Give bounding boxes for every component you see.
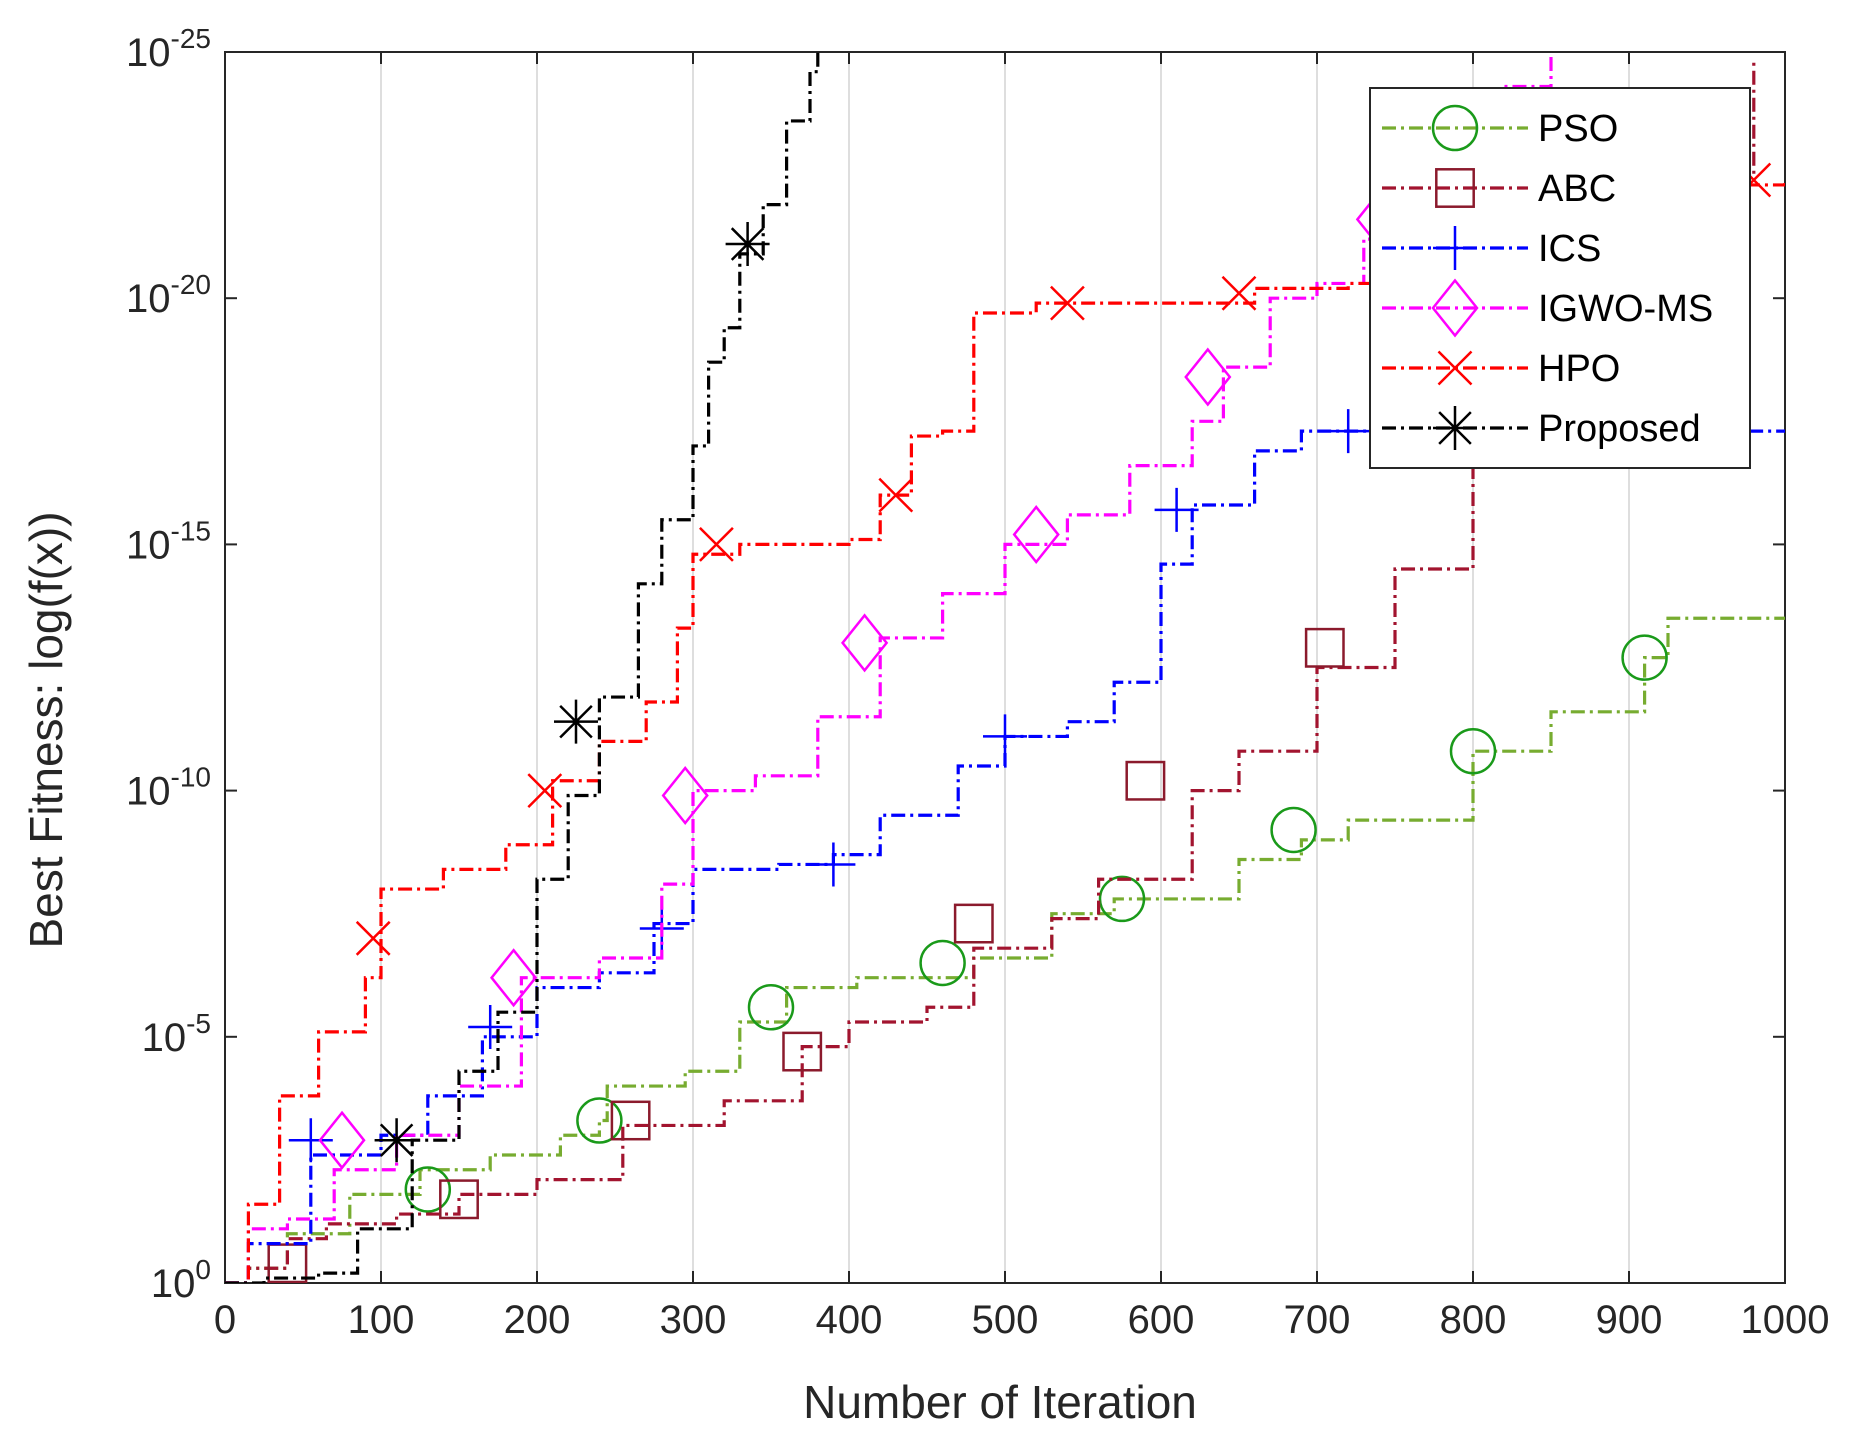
legend-box xyxy=(1369,87,1751,469)
legend-marker-pso xyxy=(1431,104,1479,152)
marker-abc xyxy=(1125,760,1166,801)
series-proposed xyxy=(225,52,820,1283)
marker-igwo-ms xyxy=(489,948,538,1008)
legend-entry-proposed: Proposed xyxy=(1382,406,1701,450)
marker-pso xyxy=(404,1166,452,1213)
marker-ics xyxy=(983,714,1027,759)
x-tick-label: 300 xyxy=(660,1298,727,1342)
legend-label-igwo-ms: IGWO-MS xyxy=(1538,288,1713,330)
legend-marker-proposed xyxy=(1433,406,1477,450)
marker-igwo-ms xyxy=(1012,505,1060,565)
marker-hpo xyxy=(1221,275,1257,311)
legend-label-ics: ICS xyxy=(1538,228,1601,270)
axes: 0 100 200 300 400 500 600 700 800 900 100010010-51… xyxy=(126,23,1829,1342)
x-tick-label: 900 xyxy=(1596,1298,1663,1342)
x-tick-label: 700 xyxy=(1284,1298,1351,1342)
legend-entry-abc: ABC xyxy=(1382,168,1616,210)
series-pso xyxy=(225,616,1785,1283)
marker-abc xyxy=(782,1031,823,1072)
marker-abc xyxy=(1304,627,1345,668)
marker-pso xyxy=(747,984,795,1031)
y-tick-label: 10-25 xyxy=(126,23,211,75)
marker-igwo-ms xyxy=(840,613,889,673)
marker-hpo xyxy=(878,477,914,513)
y-tick-label: 10-20 xyxy=(126,269,211,321)
x-tick-label: 600 xyxy=(1128,1298,1195,1342)
y-tick-label: 10-10 xyxy=(126,762,211,814)
marker-ics xyxy=(811,842,856,887)
marker-igwo-ms xyxy=(1184,347,1232,407)
series-line-pso xyxy=(225,616,1785,1283)
y-tick-label: 10-15 xyxy=(126,515,211,567)
x-tick-label: 0 xyxy=(214,1298,236,1342)
marker-igwo-ms xyxy=(318,1110,366,1170)
y-tick-label: 100 xyxy=(151,1254,211,1306)
legend-label-hpo: HPO xyxy=(1538,348,1620,390)
x-tick-label: 500 xyxy=(972,1298,1039,1342)
legend-label-abc: ABC xyxy=(1538,168,1616,210)
x-tick-label: 200 xyxy=(504,1298,571,1342)
marker-abc xyxy=(610,1100,651,1141)
y-axis-title: Best Fitness: log(f(x)) xyxy=(20,511,72,948)
series-line-proposed xyxy=(225,52,820,1283)
x-tick-label: 100 xyxy=(348,1298,415,1342)
marker-proposed xyxy=(725,222,770,267)
marker-proposed xyxy=(374,1118,419,1163)
marker-ics xyxy=(468,1004,513,1049)
marker-pso xyxy=(1270,806,1317,854)
marker-pso xyxy=(1449,727,1497,775)
legend-entry-igwo-ms: IGWO-MS xyxy=(1382,278,1713,338)
marker-pso xyxy=(1621,634,1668,681)
marker-hpo xyxy=(699,527,734,562)
y-tick-label: 10-5 xyxy=(142,1008,211,1060)
marker-abc xyxy=(439,1179,479,1220)
series-line-igwo-ms xyxy=(225,52,1553,1283)
marker-abc xyxy=(953,903,994,944)
series-line-hpo xyxy=(225,180,1785,1283)
marker-hpo xyxy=(527,773,563,808)
legend-label-proposed: Proposed xyxy=(1538,408,1701,450)
legend-entry-ics: ICS xyxy=(1382,226,1601,270)
marker-proposed xyxy=(554,699,598,744)
marker-ics xyxy=(1154,487,1199,532)
marker-ics xyxy=(288,1118,333,1163)
marker-igwo-ms xyxy=(661,766,709,826)
legend-entry-pso: PSO xyxy=(1382,104,1618,152)
legend-marker-hpo xyxy=(1437,350,1473,386)
marker-pso xyxy=(919,939,966,987)
legend-marker-abc xyxy=(1435,168,1475,208)
marker-hpo xyxy=(355,920,391,956)
legend-label-pso: PSO xyxy=(1538,108,1618,150)
marker-ics xyxy=(1326,409,1371,454)
marker-pso xyxy=(576,1097,623,1144)
marker-pso xyxy=(1098,875,1146,923)
marker-hpo xyxy=(1050,285,1085,321)
x-tick-label: 1000 xyxy=(1741,1298,1830,1342)
legend-marker-igwo-ms xyxy=(1431,278,1479,338)
legend-marker-ics xyxy=(1433,226,1477,270)
legend-entry-hpo: HPO xyxy=(1382,348,1620,390)
x-tick-label: 400 xyxy=(816,1298,883,1342)
x-axis-title: Number of Iteration xyxy=(803,1376,1197,1428)
legend: PSO ABC ICS IGWO-MS HPO Proposed xyxy=(1369,87,1751,469)
x-tick-label: 800 xyxy=(1440,1298,1507,1342)
